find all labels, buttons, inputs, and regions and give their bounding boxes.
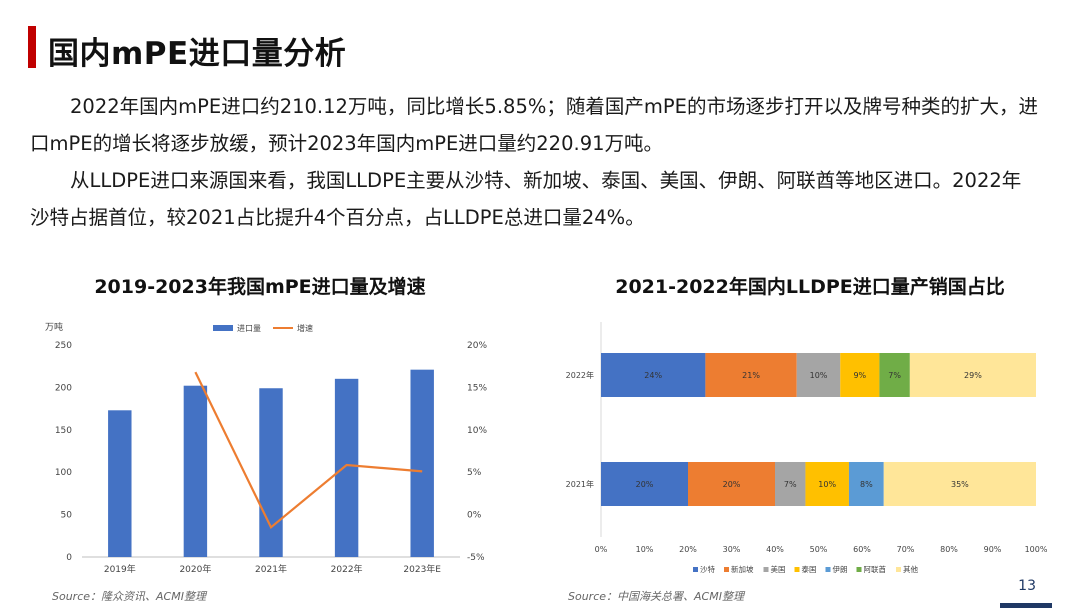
chart-2-legend-swatch — [825, 567, 831, 572]
chart-2-x-tick-label: 70% — [897, 545, 915, 554]
chart-1-growth-line — [194, 371, 423, 530]
chart-2-title: 2021-2022年国内LLDPE进口量产销国占比 — [615, 276, 1005, 298]
chart-1-legend-label: 进口量 — [237, 324, 261, 333]
chart-2-data-label: 35% — [951, 480, 969, 489]
page-title: 国内mPE进口量分析 — [48, 36, 347, 72]
chart-2-x-tick-label: 0% — [595, 545, 608, 554]
chart-2-data-label: 20% — [636, 480, 654, 489]
chart-2-data-label: 7% — [888, 371, 901, 380]
chart-1-y2-tick-label: 20% — [467, 341, 487, 351]
chart-2-legend-swatch — [693, 567, 698, 572]
chart-1-y2-tick-label: 0% — [467, 511, 482, 521]
chart-2-segment — [775, 462, 806, 506]
chart-1-title: 2019-2023年我国mPE进口量及增速 — [94, 276, 426, 298]
chart-2-data-label: 10% — [810, 371, 828, 380]
chart-2-x-tick-label: 80% — [940, 545, 958, 554]
chart-2-data-label: 8% — [860, 480, 873, 489]
chart-2-segment — [909, 353, 1036, 397]
paragraph-import-summary: 2022年国内mPE进口约210.12万吨，同比增长5.85%；随着国产mPE的… — [30, 95, 1038, 155]
chart-1-bar — [410, 369, 434, 557]
chart-1-y-tick-label: 250 — [55, 341, 72, 351]
chart-2-legend-swatch — [763, 567, 769, 572]
chart-2-data-label: 9% — [853, 371, 866, 380]
chart-1-y2-tick-label: -5% — [467, 553, 485, 563]
chart-2-legend-label: 伊朗 — [833, 564, 848, 574]
chart-1-x-tick-label: 2023年E — [403, 563, 441, 575]
page-number: 13 — [1018, 578, 1036, 594]
chart-1-y-tick-label: 0 — [66, 553, 72, 563]
chart-2-segment — [840, 353, 880, 397]
chart-2-data-label: 24% — [644, 371, 662, 380]
chart-2-data-label: 21% — [742, 371, 760, 380]
chart-2-segment — [688, 462, 775, 506]
chart-2-x-tick-label: 10% — [636, 545, 654, 554]
chart-2-source: Source：中国海关总署、ACMI整理 — [568, 590, 744, 603]
chart-1-x-tick-label: 2021年 — [255, 563, 287, 575]
chart-1-x-tick-label: 2022年 — [331, 563, 363, 575]
chart-1-y-unit: 万吨 — [45, 321, 63, 333]
chart-1-y-tick-label: 200 — [55, 383, 72, 393]
chart-2-y-tick-label: 2022年 — [566, 370, 594, 380]
chart-2-segment — [601, 462, 688, 506]
chart-1-bar — [183, 385, 208, 557]
chart-1-legend-swatch-bar — [213, 325, 233, 331]
chart-1-y-tick-label: 50 — [61, 511, 73, 521]
chart-2-x-tick-label: 60% — [853, 545, 871, 554]
chart-2-data-label: 7% — [784, 480, 797, 489]
chart-1-y2-tick-label: 5% — [467, 468, 482, 478]
chart-2-data-label: 10% — [818, 480, 836, 489]
chart-2-legend-swatch — [794, 567, 800, 572]
page-number-strip — [1000, 603, 1052, 608]
chart-2-segment — [883, 462, 1036, 506]
chart-1-legend-label: 增速 — [297, 323, 313, 333]
chart-2-segment — [848, 462, 884, 506]
chart-1-x-tick-label: 2020年 — [179, 563, 211, 575]
chart-2-data-label: 20% — [723, 480, 741, 489]
chart-1-source: Source：隆众资讯、ACMI整理 — [52, 590, 206, 603]
title-accent-bar — [28, 26, 36, 68]
chart-1-bar — [259, 388, 283, 557]
chart-2-legend-swatch — [856, 567, 862, 572]
chart-2-legend-label: 美国 — [771, 564, 786, 574]
chart-2-x-tick-label: 100% — [1025, 545, 1048, 554]
chart-1-y2-tick-label: 10% — [467, 426, 487, 436]
chart-2-legend-label: 沙特 — [700, 564, 715, 574]
chart-2-legend-label: 阿联酋 — [864, 564, 887, 574]
chart-1-y-tick-label: 100 — [55, 468, 72, 478]
chart-2-segment — [805, 462, 849, 506]
chart-2-segment — [601, 353, 706, 397]
chart-1-x-tick-label: 2019年 — [104, 563, 136, 575]
chart-1-bar — [334, 378, 359, 557]
chart-2-legend-label: 新加坡 — [731, 564, 754, 574]
chart-1-bar — [108, 410, 132, 557]
chart-2-x-tick-label: 20% — [679, 545, 697, 554]
chart-1-y2-tick-label: 15% — [467, 383, 487, 393]
chart-2-x-tick-label: 30% — [723, 545, 741, 554]
paragraph-source-countries: 从LLDPE进口来源国来看，我国LLDPE主要从沙特、新加坡、泰国、美国、伊朗、… — [30, 169, 1022, 229]
chart-2-y-tick-label: 2021年 — [566, 479, 594, 489]
chart-2-segment — [705, 353, 797, 397]
chart-2-data-label: 29% — [964, 371, 982, 380]
chart-2-legend-swatch — [724, 567, 729, 572]
chart-2-x-tick-label: 90% — [984, 545, 1002, 554]
chart-2-segment — [796, 353, 841, 397]
chart-2-legend-label: 泰国 — [802, 564, 817, 574]
chart-2-legend-swatch — [896, 567, 901, 572]
chart-2-segment — [879, 353, 910, 397]
chart-1-y-tick-label: 150 — [55, 426, 72, 436]
chart-2-legend-label: 其他 — [903, 564, 918, 574]
chart-2-x-tick-label: 40% — [766, 545, 784, 554]
chart-2-x-tick-label: 50% — [810, 545, 828, 554]
